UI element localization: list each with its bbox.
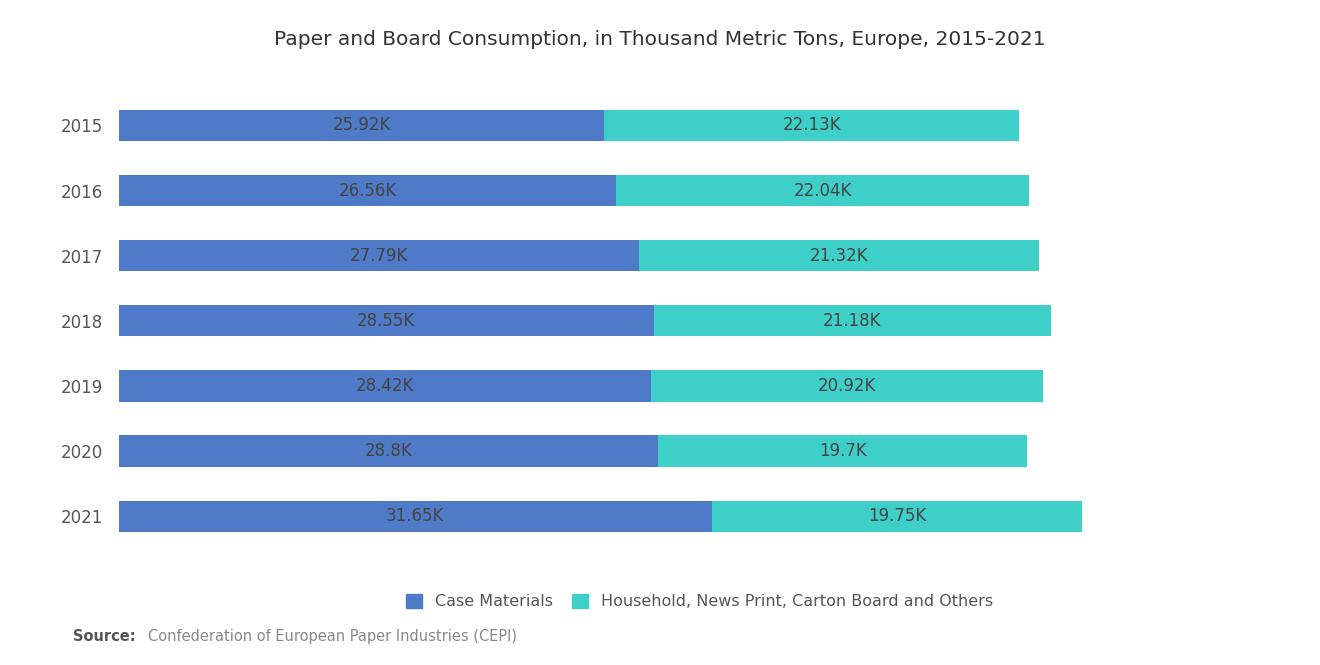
Bar bbox=[711, 501, 1082, 532]
Text: 19.75K: 19.75K bbox=[867, 507, 925, 525]
Text: 19.7K: 19.7K bbox=[818, 442, 867, 460]
Text: 25.92K: 25.92K bbox=[333, 116, 391, 134]
Bar bbox=[639, 240, 1039, 271]
Bar bbox=[119, 436, 659, 467]
Text: 28.55K: 28.55K bbox=[358, 312, 416, 330]
Text: 21.18K: 21.18K bbox=[822, 312, 882, 330]
Bar bbox=[119, 305, 653, 336]
Text: 22.04K: 22.04K bbox=[793, 182, 853, 200]
Text: 27.79K: 27.79K bbox=[350, 247, 408, 265]
Bar bbox=[605, 110, 1019, 141]
Text: 22.13K: 22.13K bbox=[783, 116, 841, 134]
Text: 26.56K: 26.56K bbox=[338, 182, 397, 200]
Bar bbox=[659, 436, 1027, 467]
Text: 28.8K: 28.8K bbox=[364, 442, 412, 460]
Text: 28.42K: 28.42K bbox=[356, 377, 414, 395]
Text: 31.65K: 31.65K bbox=[387, 507, 445, 525]
Bar bbox=[119, 501, 711, 532]
Bar bbox=[616, 175, 1030, 206]
Bar bbox=[119, 110, 605, 141]
Bar bbox=[651, 370, 1043, 402]
Bar bbox=[653, 305, 1051, 336]
Text: Confederation of European Paper Industries (CEPI): Confederation of European Paper Industri… bbox=[148, 628, 517, 644]
Text: 21.32K: 21.32K bbox=[810, 247, 869, 265]
Bar bbox=[119, 240, 639, 271]
Text: Source:: Source: bbox=[73, 628, 135, 644]
Bar bbox=[119, 175, 616, 206]
Text: Paper and Board Consumption, in Thousand Metric Tons, Europe, 2015-2021: Paper and Board Consumption, in Thousand… bbox=[275, 30, 1045, 49]
Legend: Case Materials, Household, News Print, Carton Board and Others: Case Materials, Household, News Print, C… bbox=[399, 586, 1001, 617]
Bar bbox=[119, 370, 651, 402]
Text: 20.92K: 20.92K bbox=[818, 377, 876, 395]
